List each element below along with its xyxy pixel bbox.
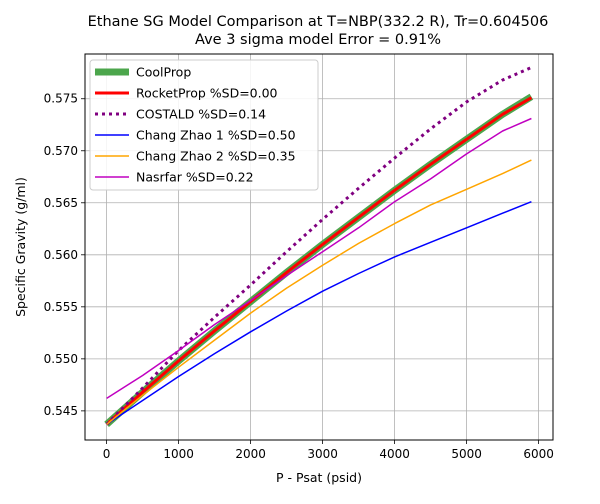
series-line-5: [106, 159, 532, 425]
y-tick-label: 0.550: [44, 352, 78, 366]
legend-box: [89, 59, 319, 191]
x-tick-label: 5000: [451, 447, 482, 461]
chart-subtitle: Ave 3 sigma model Error = 0.91%: [195, 32, 441, 48]
x-tick-label: 1000: [163, 447, 194, 461]
plot-frame: [84, 53, 554, 441]
y-tick-label: 0.545: [44, 404, 78, 418]
legend-label: CoolProp: [136, 65, 191, 80]
legend-label: COSTALD %SD=0.14: [136, 107, 266, 122]
chart-title: Ethane SG Model Comparison at T=NBP(332.…: [88, 14, 549, 30]
x-tick-label: 4000: [379, 447, 410, 461]
legend-label: Chang Zhao 2 %SD=0.35: [136, 149, 296, 164]
axis-ticks: 0 1000 2000 3000 4000 5000 6000 0.545 0.550 0.555…: [44, 92, 554, 461]
x-tick-label: 0: [103, 447, 111, 461]
x-tick-label: 6000: [523, 447, 554, 461]
x-axis-label: P - Psat (psid): [276, 470, 362, 485]
y-tick-label: 0.565: [44, 196, 78, 210]
legend-entries: CoolProp RocketProp %SD=0.00 COSTALD %SD=0…: [95, 65, 296, 185]
legend-label: RocketProp %SD=0.00: [136, 86, 278, 101]
legend-label: Chang Zhao 1 %SD=0.50: [136, 128, 296, 143]
series-line-4: [106, 201, 532, 426]
series-line-2: [105, 96, 533, 426]
legend-label: Nasrfar %SD=0.22: [136, 170, 254, 185]
y-tick-label: 0.570: [44, 144, 78, 158]
series-line-3: [105, 66, 532, 426]
y-tick-label: 0.575: [44, 92, 78, 106]
x-tick-label: 3000: [307, 447, 338, 461]
y-axis-label: Specific Gravity (g/ml): [13, 177, 28, 317]
series-line-6: [106, 117, 532, 400]
series-group: [104, 66, 534, 428]
legend: CoolProp RocketProp %SD=0.00 COSTALD %SD=0…: [89, 59, 319, 191]
y-tick-label: 0.560: [44, 248, 78, 262]
y-tick-label: 0.555: [44, 300, 78, 314]
x-tick-label: 2000: [235, 447, 266, 461]
